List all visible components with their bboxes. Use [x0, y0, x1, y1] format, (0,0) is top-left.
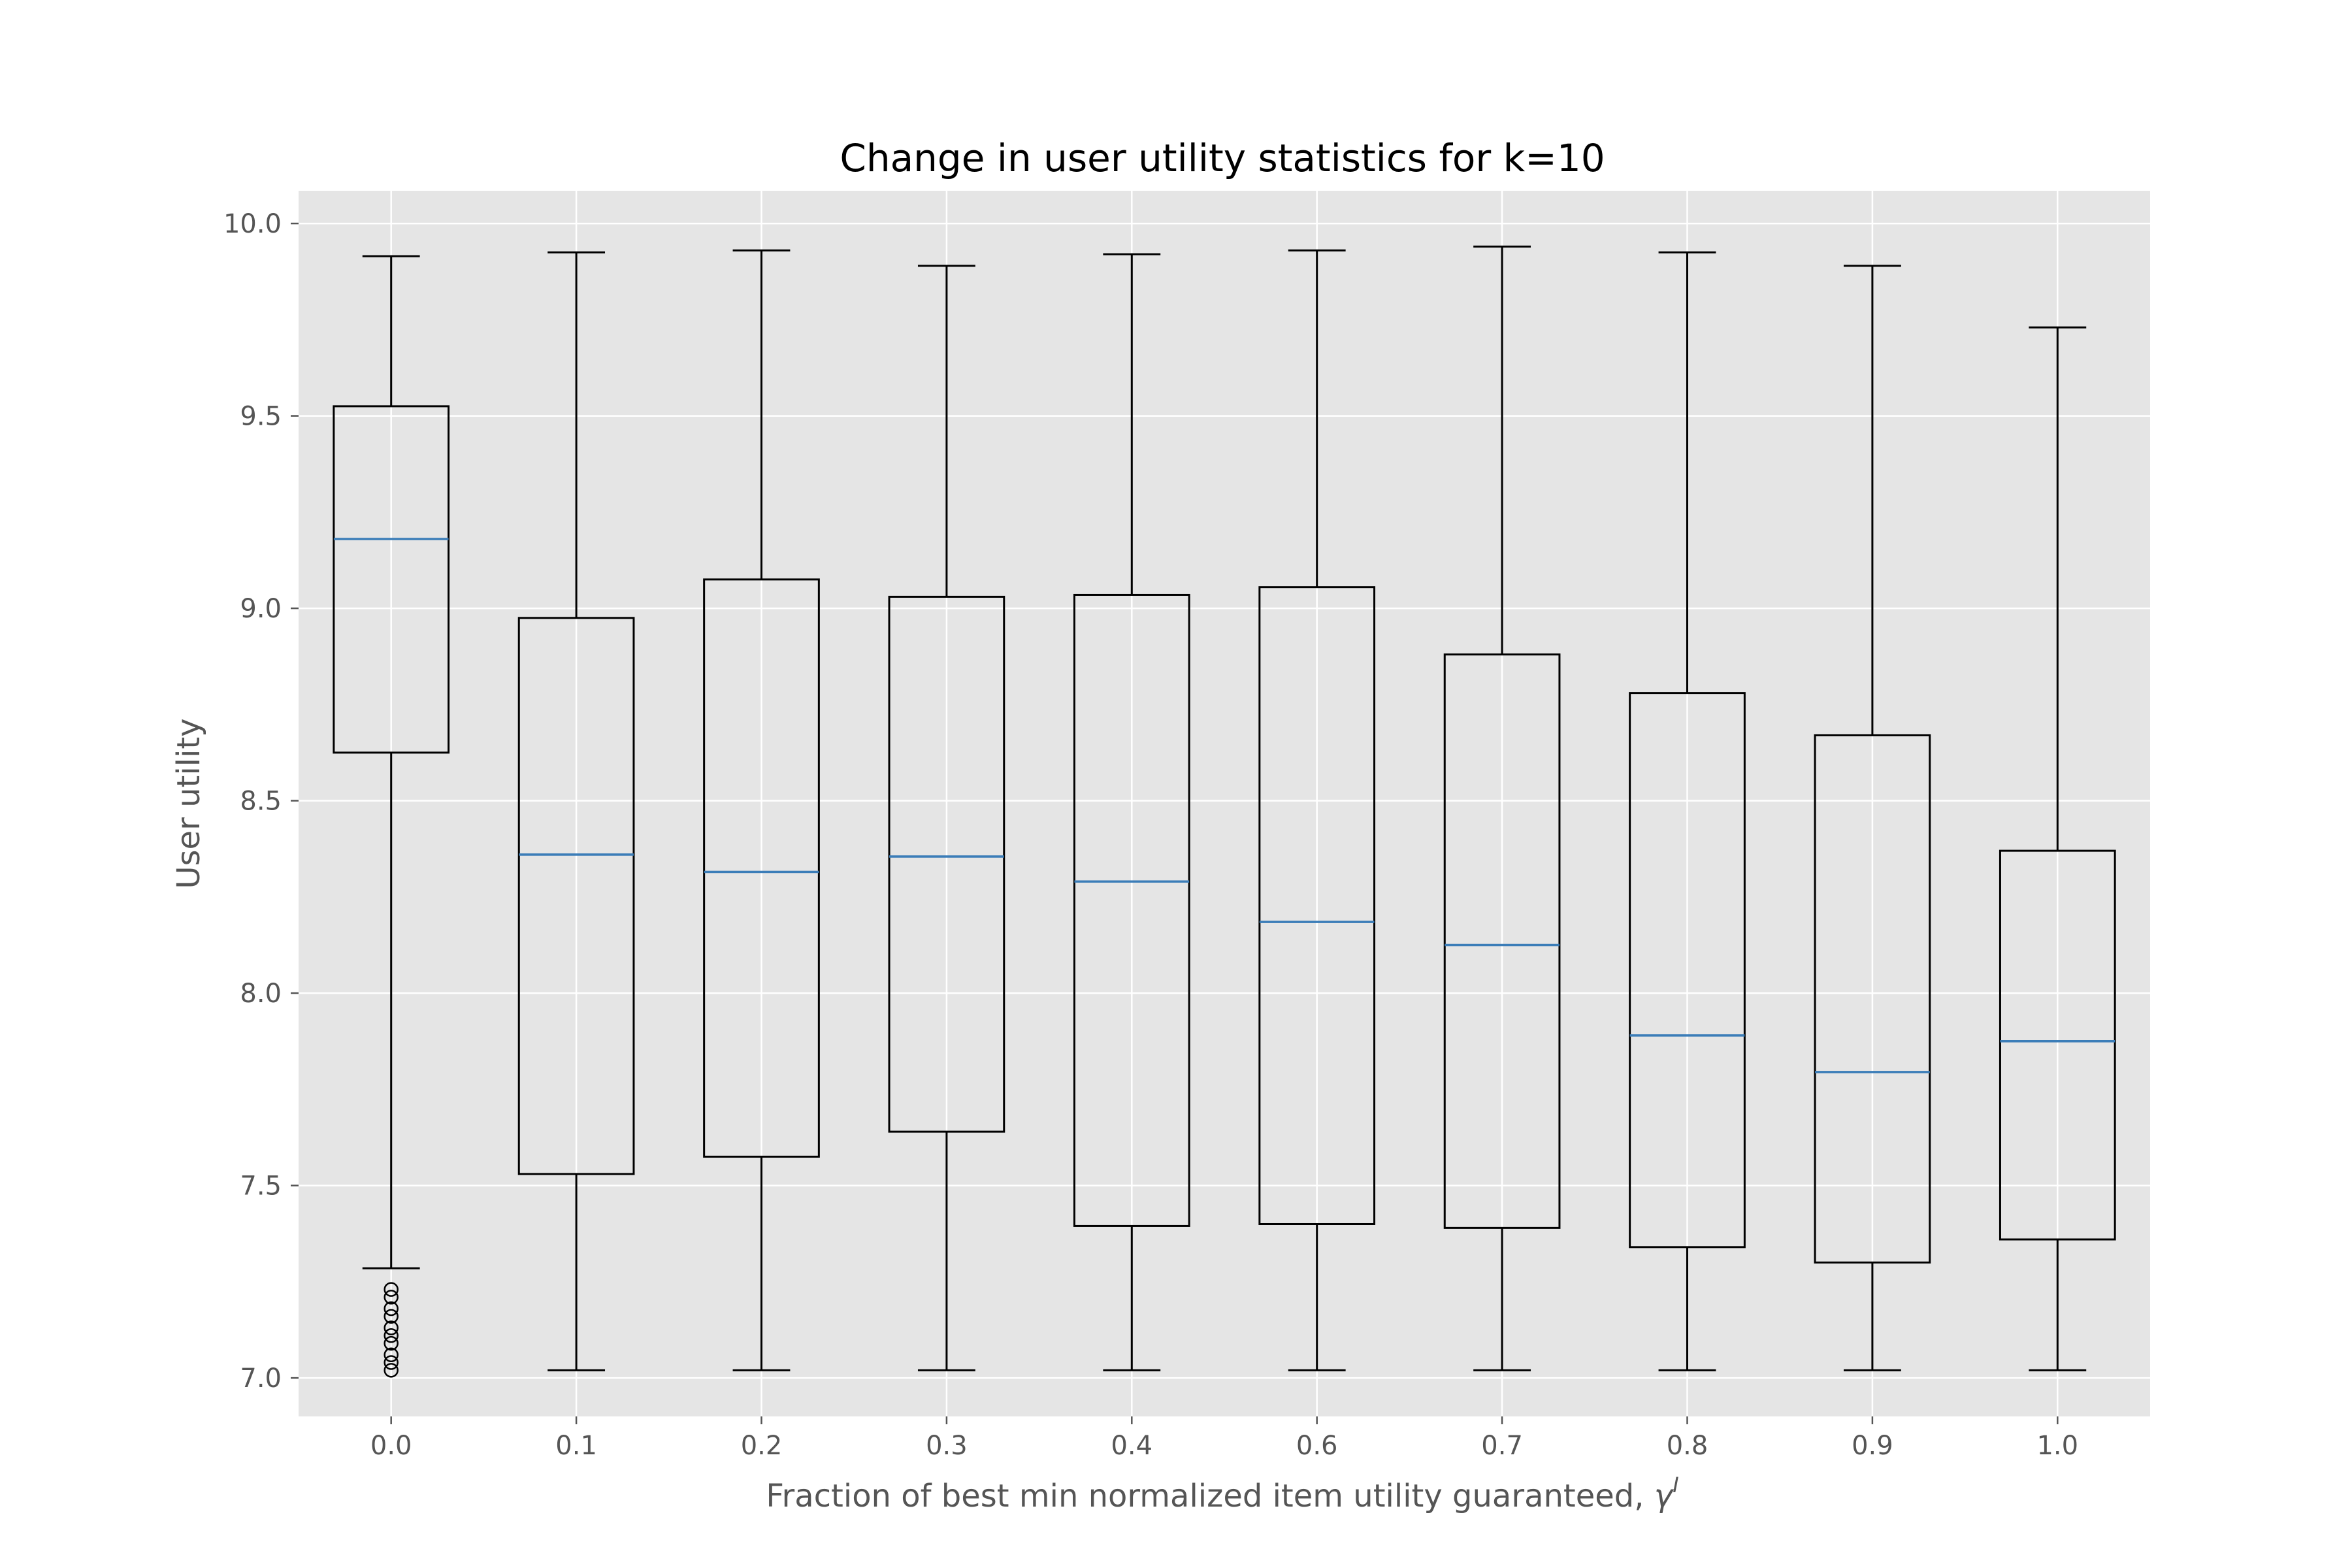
x-axis-label: Fraction of best min normalized item uti…: [766, 1473, 1678, 1514]
x-tick-label: 0.4: [1111, 1431, 1152, 1461]
iqr-box: [333, 405, 450, 754]
box-0.3: [888, 265, 1005, 1371]
iqr-box: [517, 617, 635, 1175]
outlier-point: [384, 1290, 399, 1305]
x-tick-label: 0.6: [1296, 1431, 1338, 1461]
box-1.0: [1999, 326, 2116, 1371]
box-0.1: [517, 251, 635, 1371]
x-tick-label: 0.8: [1667, 1431, 1708, 1461]
outlier-point: [384, 1347, 399, 1363]
x-tick-label: 0.0: [370, 1431, 412, 1461]
box-0.8: [1629, 251, 1746, 1371]
box-0.6: [1258, 249, 1376, 1371]
y-tick-label: 9.5: [240, 402, 282, 432]
x-axis-label-superscript: I: [1673, 1473, 1678, 1497]
y-tick-label: 10.0: [223, 209, 282, 239]
x-tick-label: 0.3: [926, 1431, 968, 1461]
chart-title: Change in user utility statistics for k=…: [840, 136, 1605, 180]
y-tick-label: 7.5: [240, 1171, 282, 1201]
box-0.9: [1814, 265, 1931, 1371]
outlier-point: [384, 1355, 399, 1370]
boxes: [333, 245, 2116, 1378]
x-tick-label: 1.0: [2036, 1431, 2078, 1461]
outlier-point: [384, 1282, 399, 1297]
iqr-box: [703, 578, 820, 1158]
x-axis-label-symbol: γ: [1654, 1478, 1674, 1514]
iqr-box: [1443, 653, 1561, 1229]
outlier-point: [384, 1363, 399, 1378]
iqr-box: [1629, 692, 1746, 1249]
x-tick-label: 0.7: [1481, 1431, 1523, 1461]
iqr-box: [1073, 593, 1190, 1227]
x-tick-label: 0.1: [555, 1431, 597, 1461]
x-tick-label: 0.2: [741, 1431, 783, 1461]
outlier-point: [384, 1309, 399, 1324]
y-tick-label: 9.0: [240, 594, 282, 624]
iqr-box: [1999, 849, 2116, 1241]
plot-area: [299, 191, 2150, 1416]
outlier-point: [384, 1335, 399, 1351]
y-axis: 7.0 7.5 8.0 8.5 9.0 9.5 10.0: [223, 209, 299, 1394]
outlier-point: [384, 1301, 399, 1316]
iqr-box: [1814, 734, 1931, 1264]
y-axis-label: User utility: [171, 718, 207, 889]
x-axis: 0.0 0.1 0.2 0.3 0.4 0.6 0.7 0.8 0.9 1.0: [370, 1416, 2078, 1461]
y-tick-label: 8.5: [240, 787, 282, 817]
y-tick-label: 7.0: [240, 1364, 282, 1394]
box-0.4: [1073, 253, 1190, 1371]
iqr-box: [888, 595, 1005, 1133]
x-tick-label: 0.9: [1852, 1431, 1893, 1461]
y-tick-label: 8.0: [240, 979, 282, 1009]
outlier-point: [384, 1320, 399, 1335]
iqr-box: [1258, 586, 1376, 1225]
x-axis-label-text: Fraction of best min normalized item uti…: [766, 1478, 1654, 1514]
box-0.2: [703, 249, 820, 1371]
box-0.7: [1443, 245, 1561, 1371]
box-0.0: [333, 255, 450, 1378]
outlier-point: [384, 1328, 399, 1343]
